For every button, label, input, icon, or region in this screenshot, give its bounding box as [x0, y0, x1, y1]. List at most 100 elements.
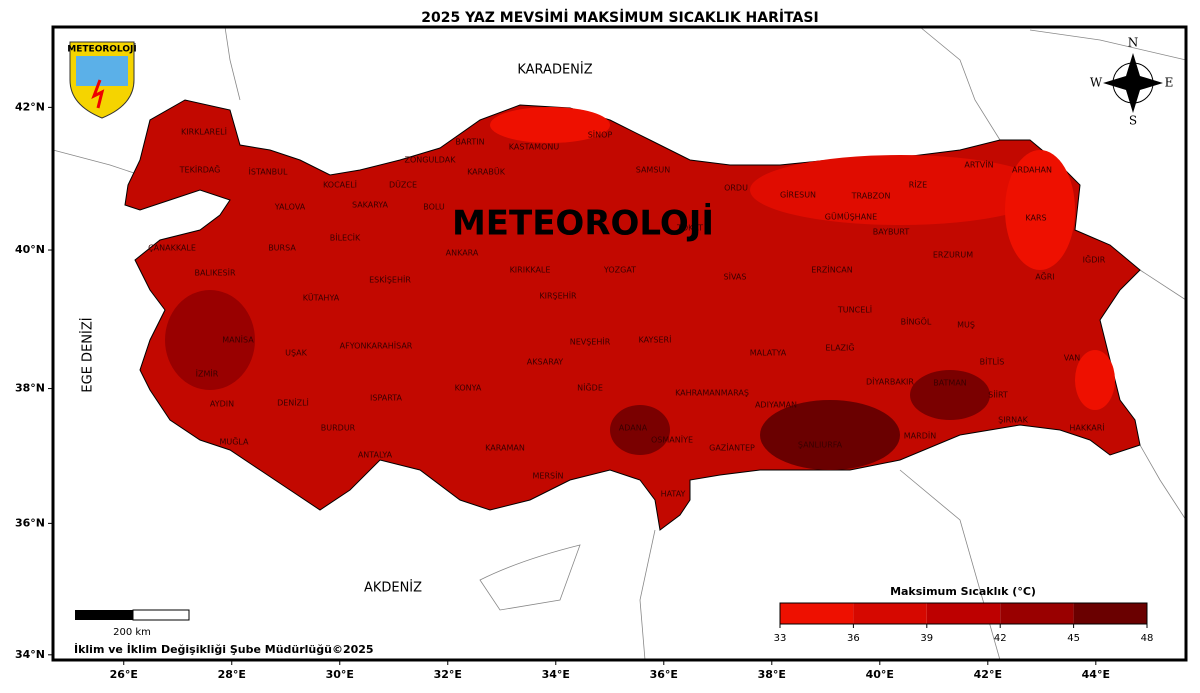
sea-label: EGE DENİZİ	[80, 317, 96, 392]
province-label: SAMSUN	[636, 166, 671, 175]
province-label: GİRESUN	[780, 190, 816, 200]
province-label: ANTALYA	[358, 451, 393, 460]
province-label: KARAMAN	[485, 444, 525, 453]
province-label: KIRKLARELİ	[181, 127, 227, 137]
x-tick-label: 32°E	[434, 668, 462, 681]
colorbar-tick-label: 39	[920, 633, 933, 644]
logo-text: METEOROLOJİ	[67, 44, 136, 55]
province-label: BAYBURT	[873, 228, 910, 237]
province-label: BİNGÖL	[901, 317, 932, 327]
credit: İklim ve İklim Değişikliği Şube Müdürlüğ…	[74, 642, 374, 656]
colorbar-bin	[780, 603, 854, 624]
province-label: SİİRT	[988, 390, 1008, 400]
colorbar-tick-label: 42	[994, 633, 1007, 644]
province-label: İZMİR	[196, 369, 219, 379]
province-label: KOCAELİ	[323, 180, 357, 190]
province-label: KAYSERİ	[639, 335, 672, 345]
province-label: DÜZCE	[389, 180, 417, 190]
colorbar-tick-label: 36	[847, 633, 860, 644]
province-label: BURDUR	[321, 424, 356, 433]
compass: N E S W	[1090, 36, 1174, 128]
province-label: KAHRAMANMARAŞ	[675, 389, 749, 398]
y-tick-label: 38°N	[15, 382, 45, 395]
x-tick-label: 40°E	[866, 668, 894, 681]
x-tick-label: 30°E	[326, 668, 354, 681]
colorbar-bin	[1000, 603, 1074, 624]
province-label: YOZGAT	[603, 266, 636, 275]
province-label: MUŞ	[957, 321, 975, 330]
x-tick-label: 36°E	[650, 668, 678, 681]
colorbar-bin	[926, 603, 1001, 624]
province-label: ZONGULDAK	[404, 156, 456, 165]
province-label: ADIYAMAN	[755, 401, 797, 410]
province-label: BURSA	[268, 244, 296, 253]
province-label: KASTAMONU	[509, 143, 560, 152]
province-label: ADANA	[619, 424, 648, 433]
province-label: KONYA	[455, 384, 482, 393]
province-label: RİZE	[909, 180, 927, 190]
province-label: SAKARYA	[352, 201, 389, 210]
province-label: TEKİRDAĞ	[179, 164, 221, 175]
x-tick-label: 42°E	[974, 668, 1002, 681]
province-label: HATAY	[661, 490, 686, 499]
province-label: DENİZLİ	[277, 398, 309, 408]
province-label: MALATYA	[750, 349, 787, 358]
province-label: BOLU	[423, 203, 445, 212]
colorbar-title: Maksimum Sıcaklık (°C)	[890, 585, 1036, 598]
colorbar-tick-label: 48	[1141, 633, 1154, 644]
colorbar-bin	[853, 603, 927, 624]
y-tick-label: 34°N	[15, 648, 45, 661]
province-label: ISPARTA	[370, 394, 402, 403]
x-tick-label: 28°E	[218, 668, 246, 681]
scale-bar: 200 km	[75, 609, 190, 638]
y-tick-label: 40°N	[15, 243, 45, 256]
province-label: KARABÜK	[467, 167, 506, 177]
province-label: BİLECİK	[330, 233, 361, 243]
province-label: ELAZIĞ	[825, 342, 854, 353]
province-label: ARDAHAN	[1012, 166, 1052, 175]
province-label: KIRŞEHİR	[539, 291, 577, 301]
province-label: ESKİŞEHİR	[369, 275, 411, 285]
province-label: AĞRI	[1035, 271, 1054, 282]
province-label: YALOVA	[274, 203, 306, 212]
province-label: BATMAN	[933, 379, 967, 388]
province-label: OSMANİYE	[651, 435, 693, 445]
province-label: KÜTAHYA	[303, 293, 340, 303]
province-label: ŞIRNAK	[998, 416, 1028, 425]
province-label: AKSARAY	[527, 358, 564, 367]
y-tick-label: 42°N	[15, 100, 45, 113]
province-label: AYDIN	[210, 400, 234, 409]
province-label: VAN	[1064, 354, 1080, 363]
province-label: ERZURUM	[933, 251, 973, 260]
logo: METEOROLOJİ	[67, 41, 137, 119]
province-label: ARTVİN	[964, 160, 993, 170]
province-label: SİNOP	[588, 130, 613, 140]
sea-label: AKDENİZ	[364, 580, 422, 596]
sea-label: KARADENİZ	[517, 62, 592, 78]
colorbar-tick-label: 33	[774, 633, 787, 644]
province-label: NİĞDE	[577, 382, 603, 393]
compass-label: W	[1090, 76, 1103, 90]
province-label: ŞANLIURFA	[798, 441, 843, 450]
province-label: TRABZON	[851, 192, 891, 201]
province-label: KARS	[1025, 214, 1046, 223]
province-label: BARTIN	[455, 138, 484, 147]
province-label: ERZİNCAN	[811, 265, 852, 275]
y-tick-label: 36°N	[15, 516, 45, 529]
province-label: MANİSA	[222, 335, 254, 345]
x-tick-label: 26°E	[110, 668, 138, 681]
compass-label: E	[1165, 76, 1174, 90]
x-tick-label: 34°E	[542, 668, 570, 681]
compass-label: S	[1129, 114, 1137, 128]
province-label: KIRIKKALE	[510, 266, 551, 275]
province-label: ORDU	[724, 184, 748, 193]
colorbar-outline	[779, 602, 1148, 625]
province-label: NEVŞEHİR	[570, 337, 611, 347]
province-label: ÇANAKKALE	[148, 244, 196, 253]
scale-label: 200 km	[113, 627, 151, 638]
province-label: BALIKESİR	[194, 268, 236, 278]
province-label: TOKAT	[676, 224, 703, 233]
x-tick-label: 38°E	[758, 668, 786, 681]
temperature-zones	[165, 107, 1115, 470]
